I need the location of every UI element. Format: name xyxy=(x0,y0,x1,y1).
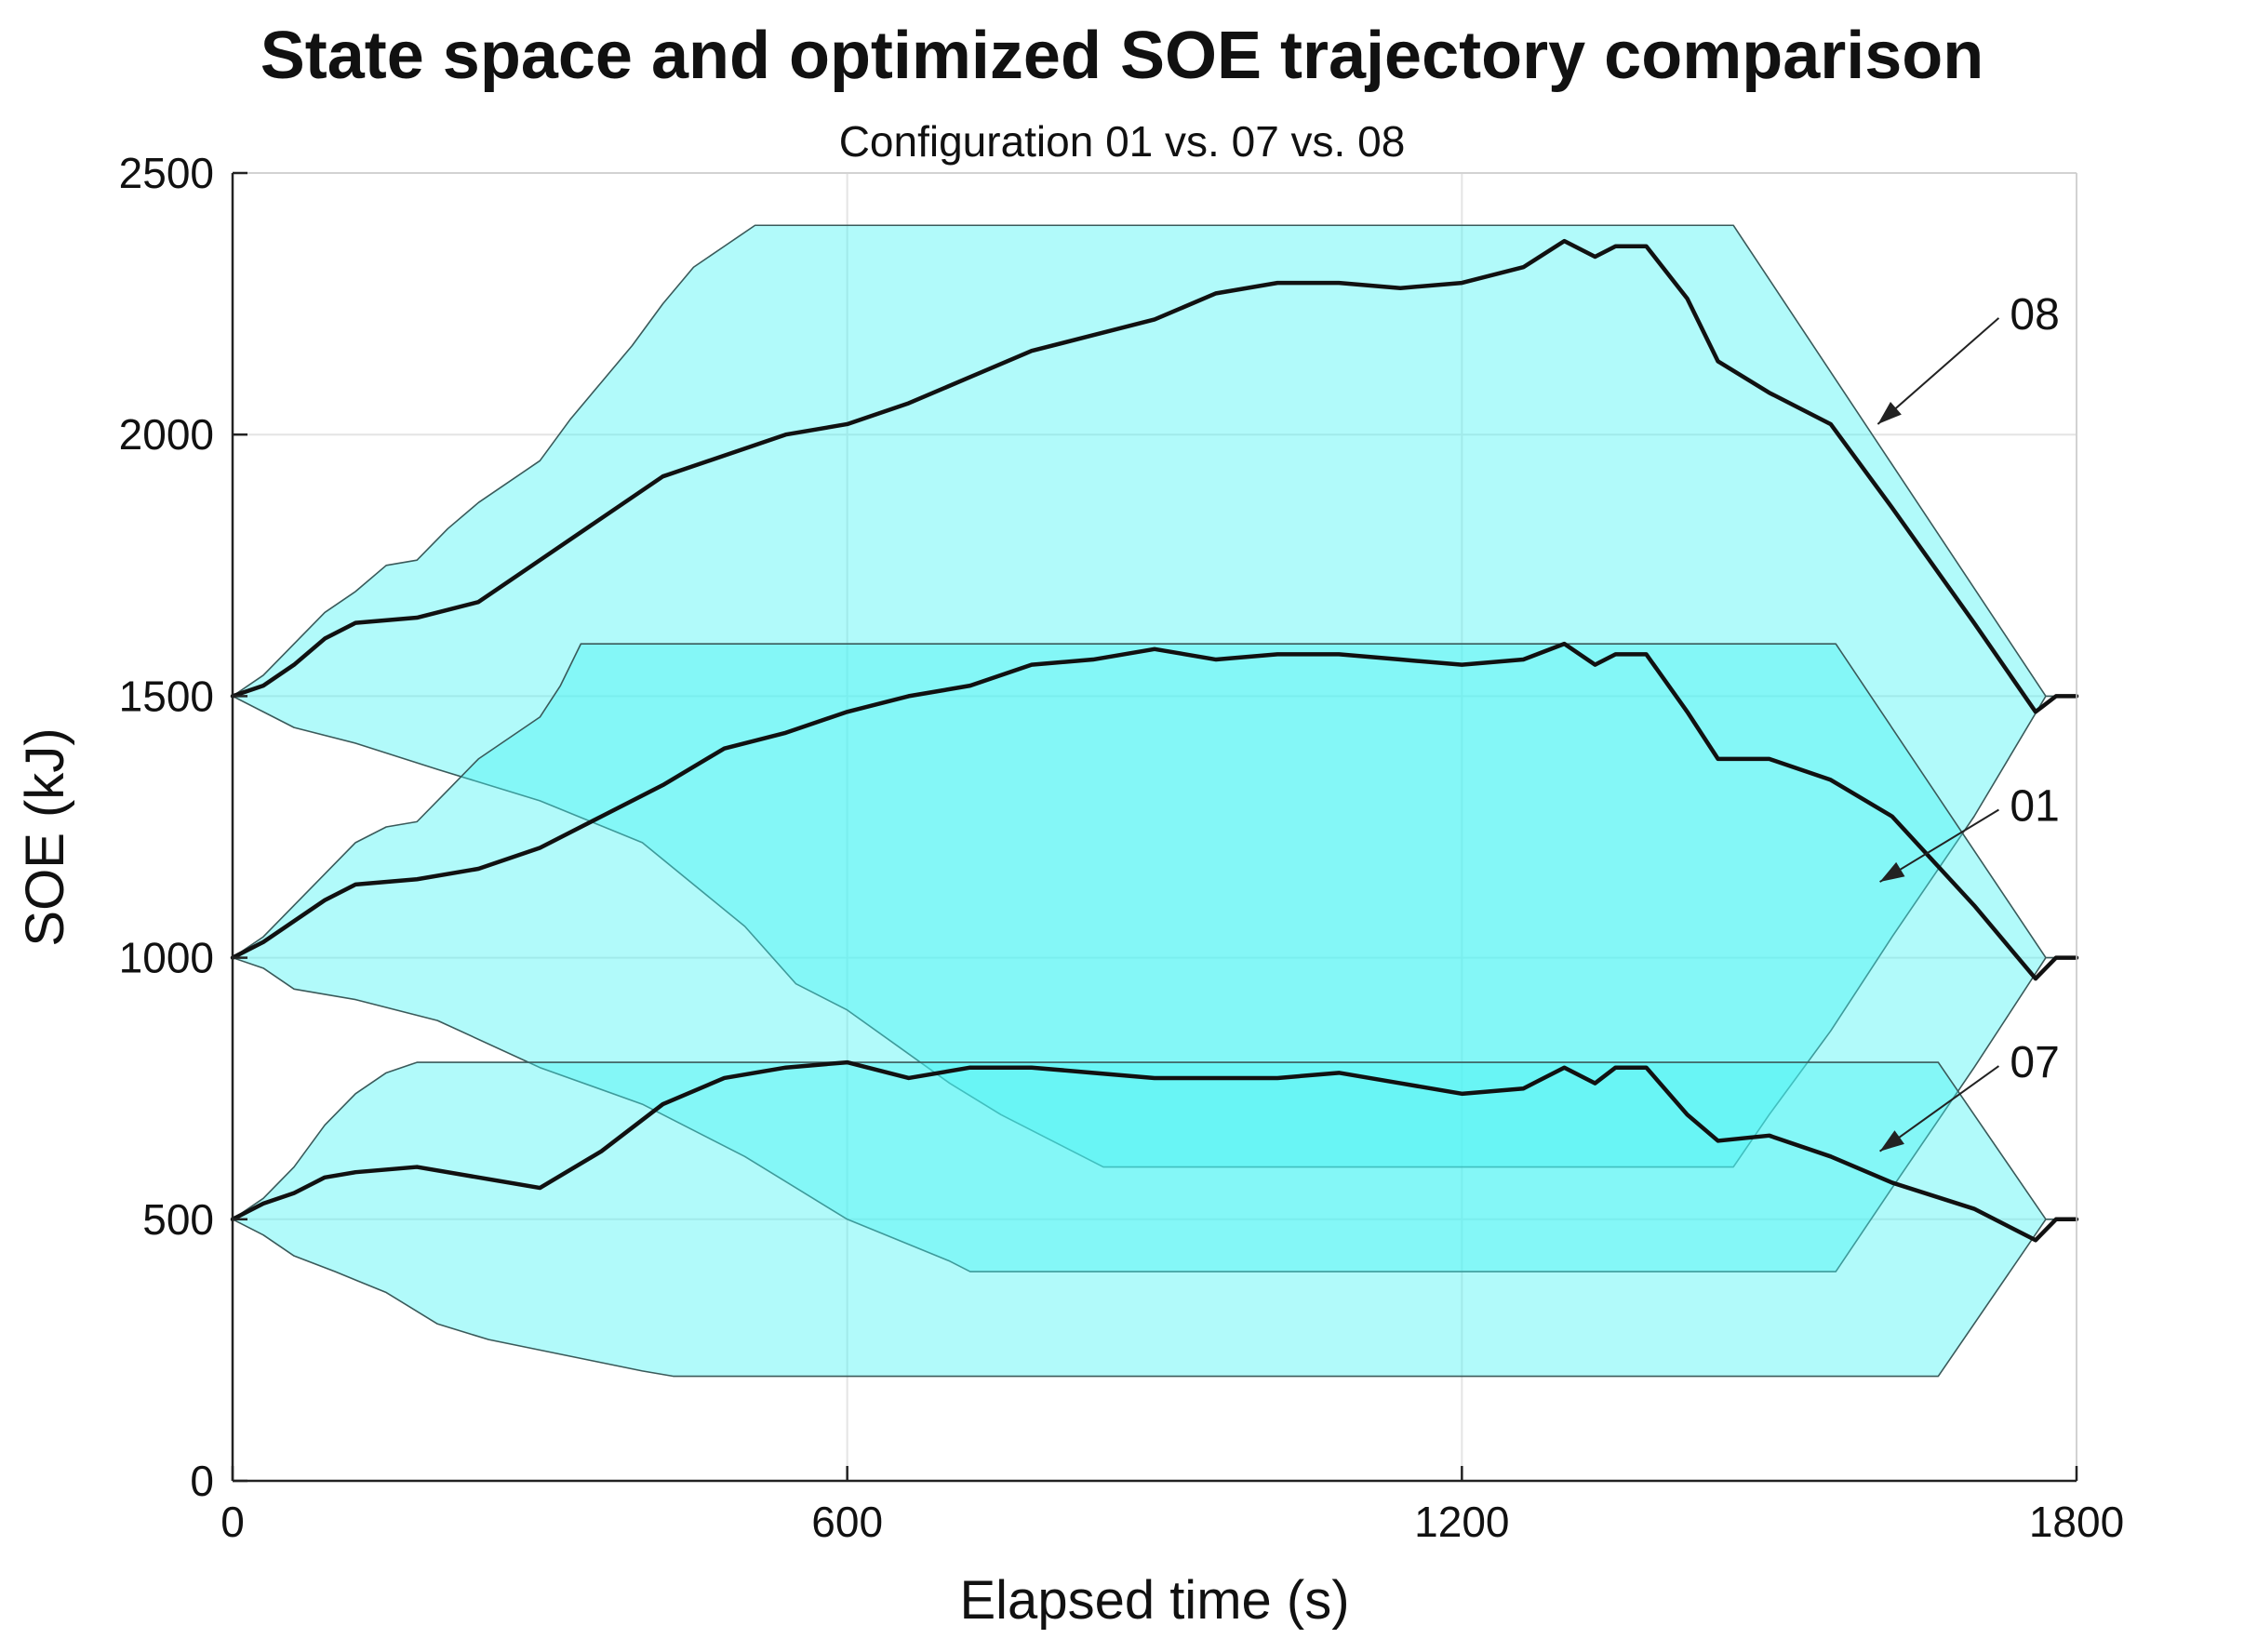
annotation-arrow-08 xyxy=(1877,317,2000,425)
x-axis-label: Elapsed time (s) xyxy=(959,1570,1349,1631)
soe-trajectories xyxy=(230,238,2079,1243)
axes: 0 600 1200 1800 0 500 1000 1500 2000 2500 xyxy=(119,149,2125,1546)
chart-subtitle: Configuration 01 vs. 07 vs. 08 xyxy=(839,117,1406,166)
annotation-arrowhead-08 xyxy=(1877,402,1902,424)
state-space-band-01 xyxy=(232,643,2077,1272)
annotation-label-07: 07 xyxy=(2010,1038,2059,1087)
x-tick-label-0: 0 xyxy=(220,1498,245,1546)
y-tick-label-1000: 1000 xyxy=(119,934,214,982)
chart-title: State space and optimized SOE trajectory… xyxy=(260,19,1984,93)
y-tick-label-2500: 2500 xyxy=(119,149,214,197)
trajectory-08 xyxy=(230,238,2079,714)
state-space-bands xyxy=(232,224,2077,1378)
annotations: 08 01 07 xyxy=(1877,290,2060,1152)
state-space-band-08 xyxy=(232,224,2077,1168)
x-tick-label-600: 600 xyxy=(811,1498,883,1546)
annotation-arrow-07 xyxy=(1879,1065,2000,1152)
y-tick-label-2000: 2000 xyxy=(119,410,214,459)
trajectory-07 xyxy=(230,1059,2079,1243)
y-tick-label-0: 0 xyxy=(190,1457,214,1505)
annotation-arrowhead-07 xyxy=(1879,1130,1904,1152)
annotation-label-01: 01 xyxy=(2010,782,2059,832)
state-space-band-07 xyxy=(232,1061,2077,1378)
x-tick-label-1200: 1200 xyxy=(1414,1498,1509,1546)
annotation-arrowhead-01 xyxy=(1879,861,1905,883)
trajectory-01 xyxy=(230,641,2079,981)
y-tick-label-500: 500 xyxy=(142,1195,214,1244)
x-tick-label-1800: 1800 xyxy=(2029,1498,2124,1546)
y-axis-label: SOE (kJ) xyxy=(15,727,75,946)
y-tick-label-1500: 1500 xyxy=(119,672,214,720)
annotation-label-08: 08 xyxy=(2010,290,2059,340)
